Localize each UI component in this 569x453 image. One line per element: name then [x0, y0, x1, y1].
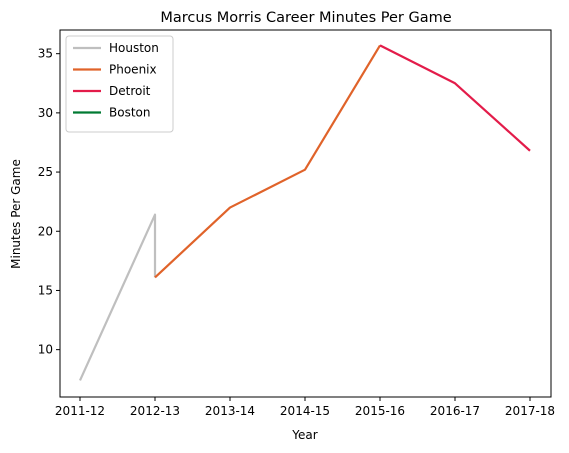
y-axis-label: Minutes Per Game — [9, 159, 23, 269]
x-tick-label: 2013-14 — [205, 404, 255, 418]
x-tick-label: 2016-17 — [430, 404, 480, 418]
x-tick-label: 2011-12 — [55, 404, 105, 418]
legend-label-detroit: Detroit — [109, 84, 151, 98]
x-tick-label: 2014-15 — [280, 404, 330, 418]
legend-label-boston: Boston — [109, 106, 150, 120]
y-tick-label: 25 — [38, 165, 53, 179]
chart-title: Marcus Morris Career Minutes Per Game — [160, 10, 451, 26]
y-tick-label: 35 — [38, 47, 53, 61]
y-axis: 10 15 20 25 30 35 — [38, 47, 60, 357]
y-tick-label: 20 — [38, 224, 53, 238]
y-tick-label: 15 — [38, 283, 53, 297]
legend-label-phoenix: Phoenix — [109, 63, 157, 77]
y-tick-label: 10 — [38, 343, 53, 357]
x-axis-label: Year — [291, 428, 317, 442]
x-tick-label: 2015-16 — [355, 404, 405, 418]
x-axis: 2011-12 2012-13 2013-14 2014-15 2015-16 2016-… — [55, 397, 555, 418]
legend: Houston Phoenix Detroit Boston — [66, 36, 173, 132]
x-tick-label: 2012-13 — [130, 404, 180, 418]
legend-label-houston: Houston — [109, 41, 159, 55]
x-tick-label: 2017-18 — [505, 404, 555, 418]
y-tick-label: 30 — [38, 106, 53, 120]
